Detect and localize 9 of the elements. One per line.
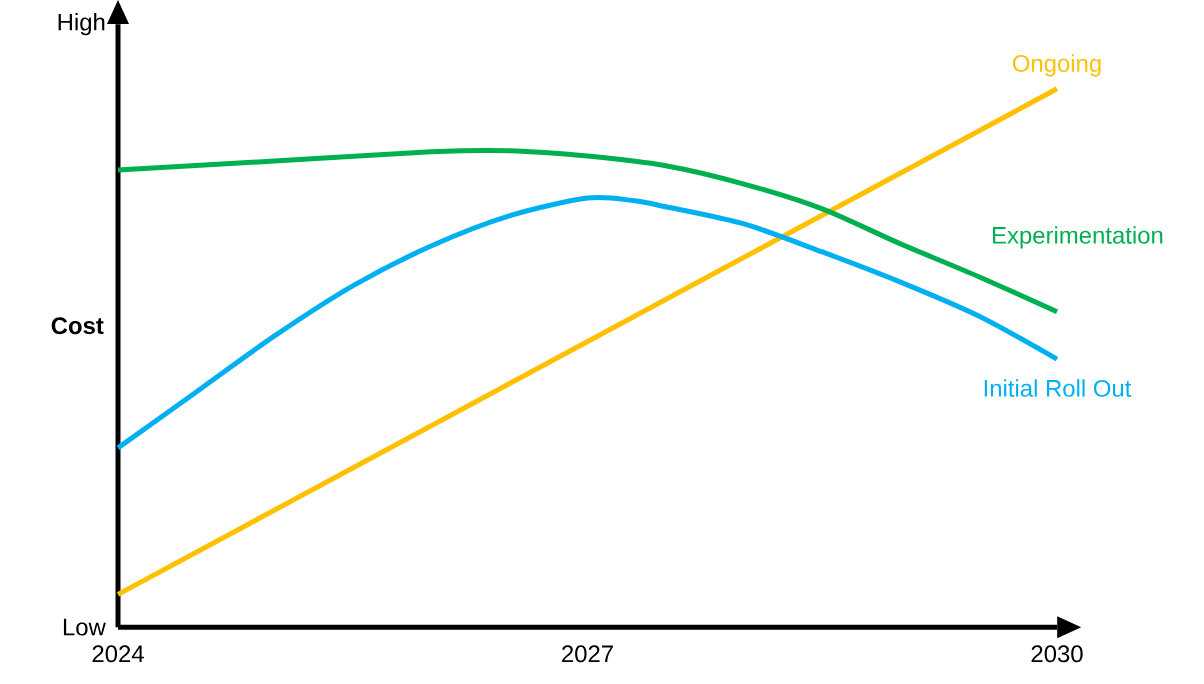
- y-axis-title: Cost: [51, 317, 104, 335]
- text: High: [58, 12, 105, 36]
- series-label: Initial Roll Out: [984, 379, 1132, 397]
- series-label: Ongoing: [1012, 54, 1101, 77]
- series-label: Experimentation: [993, 226, 1163, 249]
- x-tick-label: 2030: [1031, 645, 1083, 663]
- x-tick-label: 2024: [92, 645, 144, 663]
- text: Low: [63, 618, 106, 636]
- x-tick-label: 2027: [562, 645, 613, 663]
